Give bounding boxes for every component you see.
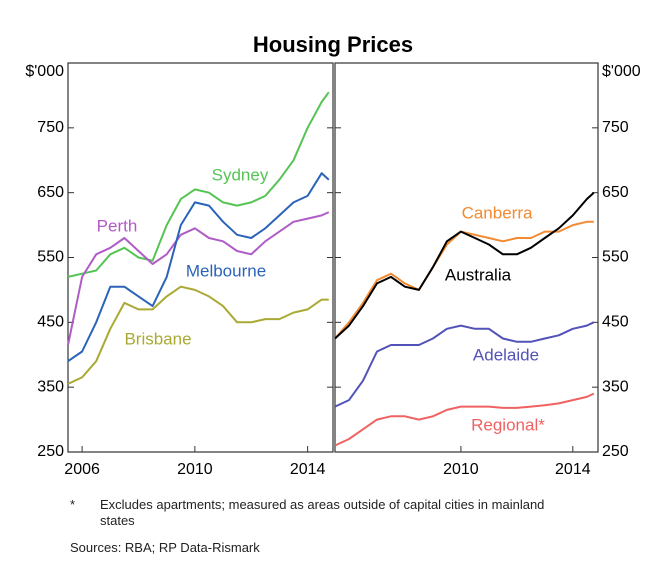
- series-line: [334, 392, 595, 447]
- x-tick-label: 2014: [555, 461, 591, 478]
- series-label: Regional*: [471, 415, 545, 434]
- y-axis-unit: $'000: [602, 63, 641, 80]
- plot-frame: [334, 62, 599, 453]
- x-tick-label: 2010: [177, 461, 213, 478]
- series-line: [67, 285, 329, 385]
- series-line: [334, 321, 595, 408]
- y-tick-label: 250: [37, 443, 64, 460]
- series-label: Perth: [97, 216, 138, 235]
- chart-title: Housing Prices: [253, 32, 413, 57]
- y-tick-label: 550: [37, 249, 64, 266]
- series-line: [334, 191, 595, 340]
- footnote-text: Excludes apartments; measured as areas o…: [100, 497, 545, 528]
- series-line: [67, 211, 330, 346]
- y-axis-unit: $'000: [25, 63, 64, 80]
- series-label: Canberra: [462, 203, 533, 222]
- series-label: Melbourne: [186, 261, 266, 280]
- y-tick-label: 650: [602, 184, 629, 201]
- sources: Sources: RBA; RP Data-Rismark: [70, 540, 260, 555]
- x-tick-label: 2014: [290, 461, 326, 478]
- x-tick-label: 2010: [443, 461, 479, 478]
- footnote-marker: *: [70, 497, 76, 512]
- series-label: Adelaide: [473, 345, 539, 364]
- series-label: Sydney: [212, 165, 269, 184]
- y-tick-label: 350: [602, 378, 629, 395]
- x-tick-label: 2006: [64, 461, 100, 478]
- series-label: Brisbane: [124, 329, 191, 348]
- y-tick-label: 450: [602, 314, 629, 331]
- series-line: [67, 91, 330, 278]
- series-label: Australia: [445, 265, 512, 284]
- series-line: [334, 220, 594, 340]
- series-line: [67, 172, 330, 363]
- y-tick-label: 450: [37, 314, 64, 331]
- y-tick-label: 650: [37, 184, 64, 201]
- y-tick-label: 750: [37, 119, 64, 136]
- y-tick-label: 350: [37, 378, 64, 395]
- y-tick-label: 550: [602, 249, 629, 266]
- y-tick-label: 250: [602, 443, 629, 460]
- y-tick-label: 750: [602, 119, 629, 136]
